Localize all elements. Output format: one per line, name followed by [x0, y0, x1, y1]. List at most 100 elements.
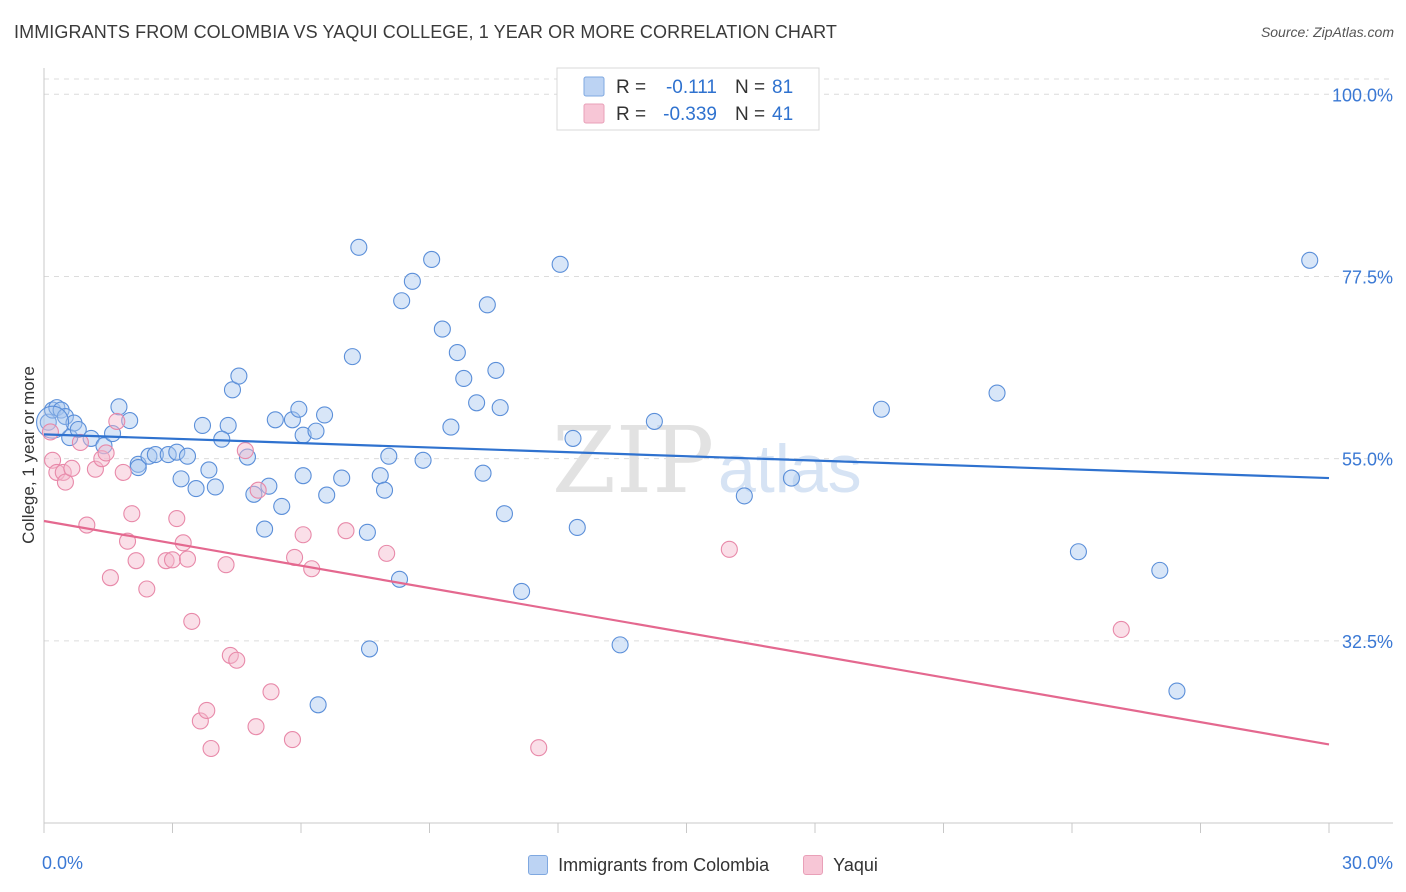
yaqui-point-10 [97, 444, 115, 462]
axes [43, 68, 1393, 833]
colombia-point-32 [260, 477, 278, 495]
legend-r-label-1: R = [616, 77, 646, 98]
y-tick-label-0: 100.0% [1332, 85, 1393, 105]
legend-n-label-1: N = [735, 77, 765, 98]
legend-swatch-blue [583, 76, 605, 97]
colombia-point-38 [294, 467, 312, 485]
colombia-point-48 [371, 467, 389, 485]
legend-r-label-2: R = [616, 104, 646, 125]
legend-item-yaqui: Yaqui [803, 855, 878, 876]
y-tick-label-3: 32.5% [1342, 632, 1393, 652]
colombia-point-20 [178, 447, 197, 465]
colombia-point-76 [1069, 543, 1087, 561]
colombia-point-63 [487, 361, 505, 379]
y-axis-label: College, 1 year or more [19, 366, 38, 544]
yaqui-point-38 [337, 522, 355, 540]
colombia-point-71 [645, 412, 663, 430]
y-tick-label-1: 77.5% [1342, 267, 1393, 287]
yaqui-point-34 [283, 731, 301, 749]
yaqui-point-11 [101, 569, 119, 587]
yaqui-point-30 [236, 441, 254, 460]
yaqui-point-15 [123, 505, 141, 523]
colombia-point-40 [316, 406, 334, 424]
yaqui-point-27 [217, 556, 235, 574]
yaqui-point-36 [294, 526, 312, 544]
yaqui-point-21 [174, 534, 192, 552]
colombia-point-69 [568, 518, 586, 537]
x-tick-label-1: 30.0% [1342, 853, 1393, 873]
trend-lines [43, 433, 1330, 746]
yaqui-point-40 [530, 739, 548, 757]
legend-r-value-1: -0.111 [666, 77, 717, 98]
colombia-point-42 [309, 696, 327, 714]
colombia-point-39 [307, 422, 325, 440]
colombia-point-29 [238, 448, 257, 466]
colombia-point-41 [318, 486, 336, 504]
watermark-zip: ZIP [552, 407, 714, 514]
yaqui-point-23 [183, 612, 201, 630]
y-tick-labels: 100.0% 77.5% 55.0% 32.5% [1332, 85, 1393, 652]
colombia-point-23 [200, 461, 218, 479]
colombia-point-12 [121, 412, 139, 430]
colombia-point-70 [611, 636, 629, 654]
colombia-point-4 [56, 407, 74, 426]
trend-line-colombia [43, 433, 1330, 480]
colombia-point-43 [333, 469, 351, 487]
yaqui-point-17 [138, 580, 156, 598]
colombia-point-28 [230, 367, 248, 385]
yaqui-point-19 [163, 551, 182, 569]
yaqui-point-0 [41, 423, 59, 441]
colombia-point-53 [403, 272, 421, 290]
colombia-point-34 [273, 497, 291, 515]
legend-swatch-pink [583, 103, 605, 124]
colombia-point-24 [206, 478, 224, 496]
yaqui-point-7 [78, 516, 96, 534]
source-label: Source: ZipAtlas.com [1260, 24, 1394, 40]
yaqui-point-18 [157, 552, 175, 570]
colombia-point-46 [358, 523, 376, 541]
colombia-point-33 [266, 411, 284, 429]
colombia-point-55 [423, 250, 441, 269]
yaqui-point-32 [249, 481, 267, 499]
colombia-point-64 [491, 399, 509, 417]
colombia-point-19 [172, 470, 190, 488]
colombia-point-16 [146, 446, 164, 464]
watermark: ZIP atlas [552, 407, 862, 514]
colombia-point-8 [82, 429, 100, 447]
y-tick-label-2: 55.0% [1342, 450, 1393, 470]
colombia-point-18 [168, 443, 186, 461]
colombia-point-72 [735, 487, 753, 505]
colombia-point-50 [380, 447, 398, 465]
yaqui-point-13 [114, 463, 132, 481]
colombia-point-31 [256, 520, 274, 538]
yaqui-point-31 [247, 718, 265, 736]
colombia-point-57 [442, 418, 460, 436]
colombia-point-79 [1301, 251, 1319, 269]
legend-swatch-colombia [528, 855, 549, 875]
colombia-point-35 [283, 411, 301, 429]
colombia-point-74 [872, 400, 890, 418]
colombia-point-47 [360, 640, 379, 658]
colombia-point-27 [223, 381, 242, 399]
yaqui-point-5 [63, 459, 81, 477]
legend-r-value-2: -0.339 [663, 104, 717, 125]
legend-swatch-yaqui [803, 855, 824, 875]
colombia-point-59 [455, 369, 473, 388]
trend-line-yaqui [43, 519, 1330, 746]
yaqui-point-16 [127, 552, 145, 570]
colombia-point-44 [343, 348, 361, 366]
yaqui-point-25 [198, 701, 216, 720]
yaqui-point-6 [71, 433, 89, 452]
series-legend: Immigrants from Colombia Yaqui [0, 852, 1406, 878]
colombia-point-65 [495, 505, 514, 523]
colombia-point-11 [110, 398, 128, 416]
colombia-point-45 [350, 238, 368, 256]
colombia-point-36 [290, 400, 308, 418]
colombia-point-60 [468, 394, 486, 412]
legend-n-value-1: 81 [772, 77, 793, 98]
yaqui-point-42 [1112, 620, 1130, 639]
x-tick-label-0: 0.0% [42, 853, 83, 873]
yaqui-point-41 [720, 540, 738, 558]
colombia-point-21 [187, 480, 205, 498]
